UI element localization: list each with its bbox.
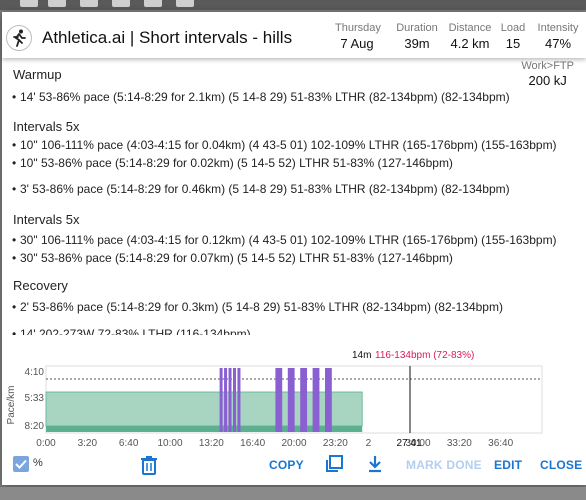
stat-value: 15 (505, 36, 521, 51)
workout-steps[interactable]: Work>FTP 200 kJ Warmup 14' 53-86% pace (… (2, 58, 586, 335)
work-label: Work>FTP (521, 60, 574, 72)
interval-bar (237, 368, 241, 432)
delete-icon[interactable] (140, 455, 158, 480)
stat-value: 39m (404, 36, 430, 51)
dialog-title: Athletica.ai | Short intervals - hills (42, 28, 293, 47)
stat-label: Duration (396, 22, 438, 34)
stat-value: 4.2 km (450, 36, 490, 51)
running-icon (6, 25, 32, 51)
mark-done-button[interactable]: MARK DONE (406, 458, 482, 472)
y-tick: 4:10 (25, 367, 45, 378)
step-item: 30" 106-111% pace (4:03-4:15 for 0.12km)… (12, 233, 557, 247)
y-tick: 5:33 (25, 393, 45, 404)
x-tick: 3:20 (78, 438, 98, 448)
pace-chart[interactable]: 14m 116-134bpm (72-83%) Pace/km 4:10 5:3… (2, 335, 586, 449)
stat-load: Load 15 (498, 22, 528, 51)
section-title: Warmup (13, 67, 62, 82)
interval-bar (219, 368, 223, 432)
x-tick: 13:20 (199, 438, 224, 448)
x-tick: 36:40 (488, 438, 513, 448)
interval-bar (228, 368, 232, 432)
easy-zone-band (45, 391, 363, 427)
section-title: Recovery (13, 278, 68, 293)
step-item: 30" 53-86% pace (5:14-8:29 for 0.07km) (… (12, 251, 453, 265)
x-tick: 0:00 (36, 438, 56, 448)
x-tick: 16:40 (240, 438, 265, 448)
stat-intensity: Intensity 47% (535, 22, 581, 51)
interval-bar (287, 368, 295, 432)
background-icon (80, 0, 98, 7)
x-tick: 30:00 (405, 438, 430, 448)
background-icon (176, 0, 194, 7)
y-tick: 8:20 (25, 421, 45, 432)
easy-zone-base (46, 426, 363, 432)
step-item: 10" 106-111% pace (4:03-4:15 for 0.04km)… (12, 138, 557, 152)
interval-bar (275, 368, 283, 432)
stat-label: Load (500, 22, 526, 34)
stat-label: Distance (448, 22, 492, 34)
x-tick: 2 (366, 438, 372, 448)
stat-label: Intensity (537, 22, 579, 34)
x-tick: 10:00 (157, 438, 182, 448)
step-item: 14' 202-273W 72-83% LTHR (116-134bpm) (12, 327, 251, 335)
close-button[interactable]: CLOSE (540, 458, 583, 472)
interval-bar (224, 368, 228, 432)
x-tick: 23:20 (323, 438, 348, 448)
work-value: 200 kJ (528, 73, 567, 88)
interval-bar (232, 368, 236, 432)
interval-bar (312, 368, 320, 432)
x-tick: 33:20 (447, 438, 472, 448)
duplicate-icon[interactable] (325, 455, 343, 478)
stat-duration: Duration 39m (395, 22, 439, 51)
stat-distance: Distance 4.2 km (447, 22, 493, 51)
stat-value: 7 Aug (340, 36, 374, 51)
edit-button[interactable]: EDIT (494, 458, 523, 472)
percent-checkbox[interactable] (13, 456, 29, 472)
copy-button[interactable]: COPY (269, 458, 304, 472)
workout-dialog: Athletica.ai | Short intervals - hills T… (2, 12, 586, 485)
background-icon (112, 0, 130, 7)
x-tick: 20:00 (281, 438, 306, 448)
step-item: 10" 53-86% pace (5:14-8:29 for 0.02km) (… (12, 156, 453, 170)
download-icon[interactable] (367, 455, 383, 478)
section-title: Intervals 5x (13, 212, 80, 227)
interval-bar (300, 368, 308, 432)
background-toolbar (0, 0, 586, 10)
step-item: 2' 53-86% pace (5:14-8:29 for 0.3km) (5 … (12, 300, 503, 314)
dialog-header: Athletica.ai | Short intervals - hills T… (2, 12, 586, 58)
step-item: 3' 53-86% pace (5:14-8:29 for 0.46km) (5… (12, 182, 510, 196)
y-axis-label: Pace/km (6, 386, 17, 425)
step-item: 14' 53-86% pace (5:14-8:29 for 2.1km) (5… (12, 90, 510, 104)
background-icon (20, 0, 38, 7)
work-summary: Work>FTP 200 kJ (521, 60, 574, 88)
interval-bar (325, 368, 332, 432)
x-tick: 6:40 (119, 438, 139, 448)
cursor-time-label: 27:41 (396, 438, 421, 448)
stat-day: Thursday 7 Aug (335, 22, 381, 51)
stat-label: Thursday (335, 22, 381, 34)
background-bottom (0, 487, 586, 500)
percent-checkbox-label: % (33, 457, 43, 469)
tooltip-duration: 14m (352, 350, 371, 361)
tooltip-hr: 116-134bpm (72-83%) (375, 350, 474, 361)
background-icon (144, 0, 162, 7)
background-icon (48, 0, 66, 7)
section-title: Intervals 5x (13, 119, 80, 134)
stat-value: 47% (544, 36, 572, 51)
